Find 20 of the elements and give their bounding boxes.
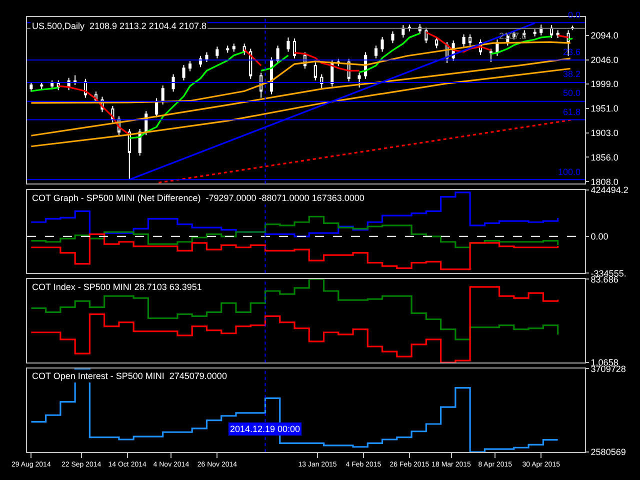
y-tick-label: 1903.0 xyxy=(590,128,618,138)
chart-title: COT Graph - SP500 MINI (Net Difference) -79297.0000 -88071.0000 167363.0000 xyxy=(32,193,364,203)
y-tick-label: 2046.0 xyxy=(590,55,618,66)
y-tick-label: 1808.0 xyxy=(590,176,618,187)
annotation: 38.2 xyxy=(563,69,581,79)
y-tick-label: 1999.0 xyxy=(590,79,618,90)
y-tick-label: 1856.0 xyxy=(590,152,618,162)
chart-title: COT Open Interest - SP500 MINI 2745079.0000 xyxy=(32,371,227,381)
y-tick-label: -334555. xyxy=(590,268,626,278)
ref-line-label: 2014.12.19 00:00 xyxy=(230,424,300,434)
y-tick-label: 2580569 xyxy=(590,447,626,458)
annotation: 61.8 xyxy=(563,107,581,117)
annotation: 100.0 xyxy=(558,167,581,177)
chart-title: COT Index - SP500 MINI 28.7103 63.3951 xyxy=(32,282,202,292)
text: US.500,Daily 2108.9 2113.2 2104.4 2107.8 xyxy=(32,21,206,31)
annotation: 50.0 xyxy=(563,88,581,98)
y-tick-label: 2094.0 xyxy=(590,30,618,41)
y-tick-label: 0.00 xyxy=(590,232,608,242)
y-tick-label: 424494.2 xyxy=(590,184,628,195)
y-tick-label: 1951.0 xyxy=(590,104,618,114)
